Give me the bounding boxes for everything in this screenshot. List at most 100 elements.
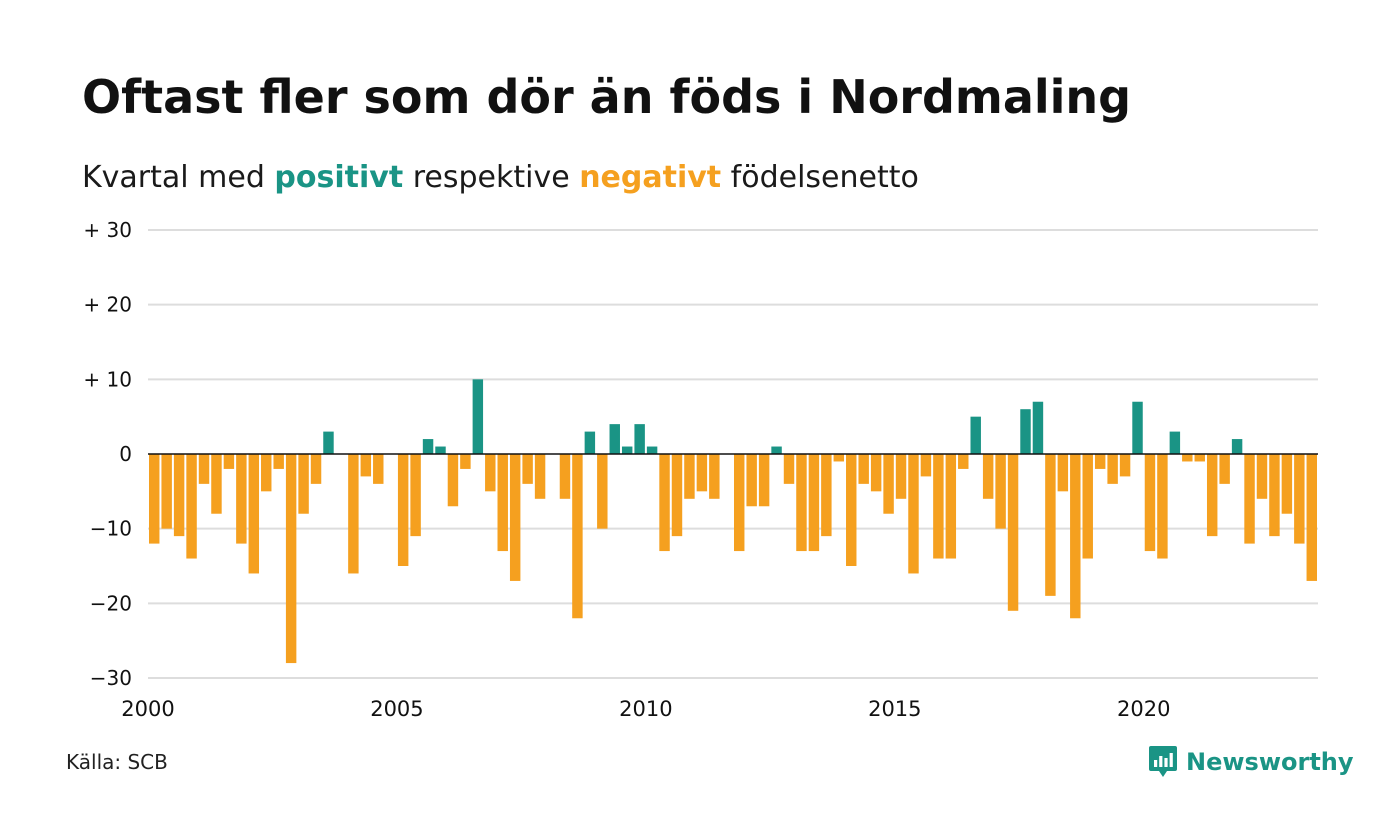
bar-2011-k4 bbox=[734, 454, 745, 552]
bar-2014-k4 bbox=[883, 454, 894, 514]
bar-2010-k4 bbox=[684, 454, 695, 499]
bar-2004-k3 bbox=[373, 454, 384, 484]
x-tick-label: 2010 bbox=[619, 697, 672, 721]
bars bbox=[149, 379, 1317, 664]
bar-2000-k1 bbox=[149, 454, 160, 544]
bar-2005-k4 bbox=[435, 446, 446, 454]
bar-2010-k2 bbox=[659, 454, 670, 552]
bar-2020-k2 bbox=[1157, 454, 1168, 559]
y-tick-label: −20 bbox=[90, 591, 132, 615]
bar-2019-k4 bbox=[1132, 401, 1143, 454]
bar-2019-k3 bbox=[1119, 454, 1131, 477]
bar-2013-k3 bbox=[821, 454, 832, 537]
bar-2019-k1 bbox=[1094, 454, 1106, 469]
bar-2002-k1 bbox=[248, 454, 260, 574]
bar-2009-k3 bbox=[621, 446, 633, 454]
bar-2009-k4 bbox=[634, 424, 645, 454]
bar-2021-k1 bbox=[1194, 454, 1205, 462]
bar-2012-k4 bbox=[783, 454, 795, 484]
x-tick-label: 2020 bbox=[1117, 697, 1170, 721]
bar-2021-k2 bbox=[1206, 454, 1218, 537]
chart-title: Oftast fler som dör än föds i Nordmaling bbox=[82, 70, 1132, 124]
bar-2015-k4 bbox=[933, 454, 944, 559]
bar-2013-k1 bbox=[796, 454, 807, 552]
subtitle-middle: respektive bbox=[403, 160, 580, 195]
newsworthy-logo: Newsworthy bbox=[1148, 744, 1354, 780]
bar-2010-k3 bbox=[671, 454, 683, 537]
bar-2011-k1 bbox=[696, 454, 708, 492]
bar-2020-k3 bbox=[1169, 431, 1181, 454]
bar-2021-k4 bbox=[1231, 439, 1243, 454]
y-axis-tick-labels: + 30 + 20 + 10 0 −10 −20 −30 bbox=[83, 218, 132, 690]
bar-2017-k1 bbox=[995, 454, 1006, 529]
y-tick-label: + 10 bbox=[83, 367, 132, 391]
bar-2023-k1 bbox=[1294, 454, 1305, 544]
bar-2020-k1 bbox=[1144, 454, 1156, 552]
source-note: Källa: SCB bbox=[66, 750, 168, 774]
bar-2018-k1 bbox=[1045, 454, 1056, 596]
bar-2008-k2 bbox=[559, 454, 571, 499]
subtitle-prefix: Kvartal med bbox=[82, 160, 275, 195]
bar-2015-k3 bbox=[920, 454, 932, 477]
bar-2001-k2 bbox=[211, 454, 222, 514]
bar-2008-k4 bbox=[584, 431, 596, 454]
bar-2000-k4 bbox=[186, 454, 197, 559]
bar-2015-k1 bbox=[895, 454, 907, 499]
y-tick-label: 0 bbox=[119, 442, 132, 466]
logo-text: Newsworthy bbox=[1186, 748, 1354, 776]
bar-2005-k2 bbox=[410, 454, 421, 537]
bar-2021-k3 bbox=[1219, 454, 1230, 484]
bar-2016-k4 bbox=[982, 454, 994, 499]
bar-2003-k1 bbox=[298, 454, 309, 514]
bar-2007-k3 bbox=[522, 454, 533, 484]
bar-2006-k3 bbox=[472, 379, 484, 454]
bar-2007-k1 bbox=[497, 454, 508, 552]
bar-2016-k3 bbox=[970, 416, 981, 454]
bar-2018-k3 bbox=[1070, 454, 1081, 619]
bar-2006-k4 bbox=[485, 454, 496, 492]
bar-2023-k2 bbox=[1306, 454, 1317, 581]
bar-2005-k1 bbox=[397, 454, 409, 566]
bar-2009-k1 bbox=[597, 454, 608, 529]
bar-2007-k4 bbox=[534, 454, 546, 499]
bar-2002-k4 bbox=[285, 454, 297, 664]
x-tick-label: 2005 bbox=[370, 697, 423, 721]
bar-2000-k2 bbox=[161, 454, 172, 529]
bar-2000-k3 bbox=[173, 454, 185, 537]
bar-2003-k2 bbox=[310, 454, 322, 484]
bar-2020-k4 bbox=[1182, 454, 1193, 462]
gridlines bbox=[148, 229, 1318, 679]
bar-2014-k2 bbox=[858, 454, 869, 484]
bar-2009-k2 bbox=[609, 424, 620, 454]
bar-2022-k2 bbox=[1256, 454, 1268, 499]
bar-2006-k2 bbox=[460, 454, 471, 469]
bar-2017-k4 bbox=[1032, 401, 1044, 454]
chart-subtitle: Kvartal med positivt respektive negativt… bbox=[82, 160, 919, 195]
y-tick-label: −10 bbox=[90, 517, 132, 541]
x-axis-tick-labels: 2000 2005 2010 2015 2020 bbox=[121, 697, 1170, 721]
bar-2001-k1 bbox=[198, 454, 210, 484]
y-tick-label: −30 bbox=[90, 666, 132, 690]
bar-2011-k2 bbox=[709, 454, 720, 499]
bar-2001-k4 bbox=[236, 454, 247, 544]
bar-2022-k4 bbox=[1281, 454, 1293, 514]
y-tick-label: + 30 bbox=[83, 218, 132, 242]
bar-2012-k2 bbox=[758, 454, 770, 507]
subtitle-negative-word: negativt bbox=[579, 160, 722, 195]
bar-2012-k3 bbox=[771, 446, 782, 454]
bar-2015-k2 bbox=[908, 454, 919, 574]
bar-2017-k3 bbox=[1020, 409, 1031, 454]
bar-2012-k1 bbox=[746, 454, 757, 507]
bar-2002-k2 bbox=[261, 454, 272, 492]
bar-2013-k4 bbox=[833, 454, 845, 462]
subtitle-positive-word: positivt bbox=[274, 160, 404, 195]
bar-2016-k1 bbox=[945, 454, 957, 559]
bar-2001-k3 bbox=[223, 454, 235, 469]
bar-2002-k3 bbox=[273, 454, 284, 469]
bar-2007-k2 bbox=[509, 454, 521, 581]
bar-2017-k2 bbox=[1007, 454, 1019, 611]
bar-2016-k2 bbox=[958, 454, 969, 469]
x-tick-label: 2000 bbox=[121, 697, 174, 721]
x-tick-label: 2015 bbox=[868, 697, 921, 721]
